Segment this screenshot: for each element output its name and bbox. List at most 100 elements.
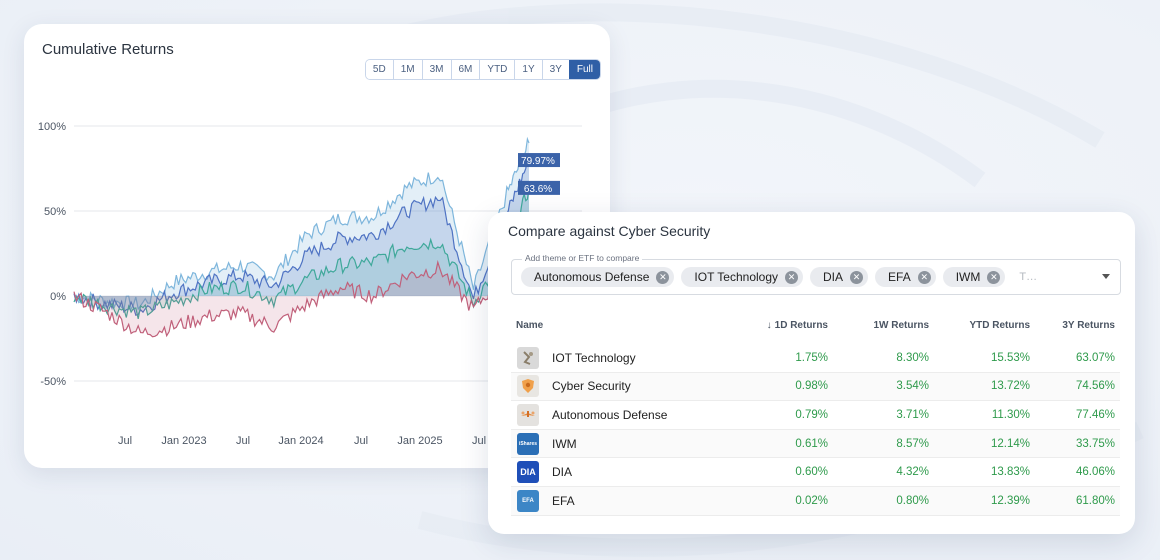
chip-efa[interactable]: EFA ✕ <box>875 267 936 287</box>
series-area-3 <box>74 187 529 319</box>
row-name: EFA <box>552 493 575 508</box>
header-1d-returns[interactable]: ↓ 1D Returns <box>730 320 831 331</box>
x-tick-label: Jul <box>118 435 132 447</box>
table-row[interactable]: EFA EFA 0.02% 0.80% 12.39% 61.80% <box>511 486 1120 516</box>
chip-label: Autonomous Defense <box>534 270 650 284</box>
row-w1-return: 8.30% <box>896 351 929 364</box>
chip-label: IOT Technology <box>694 270 779 284</box>
range-button-ytd[interactable]: YTD <box>479 60 515 79</box>
x-tick-label: Jan 2024 <box>278 435 323 447</box>
row-name: IOT Technology <box>552 350 636 365</box>
picker-legend: Add theme or ETF to compare <box>522 253 643 263</box>
row-ytd-return: 11.30% <box>991 408 1030 421</box>
row-ytd-return: 13.72% <box>990 380 1030 393</box>
table-row[interactable]: Autonomous Defense 0.79% 3.71% 11.30% 77.46% <box>511 401 1120 430</box>
chip-remove-icon[interactable]: ✕ <box>987 270 1001 284</box>
end-value-label: 63.6% <box>524 184 552 195</box>
row-name: Autonomous Defense <box>552 407 668 422</box>
range-button-1m[interactable]: 1M <box>392 60 422 79</box>
chip-remove-icon[interactable]: ✕ <box>656 270 670 284</box>
end-value-label: 79.97% <box>521 156 555 167</box>
row-d1-return: 0.79% <box>795 408 828 421</box>
compare-card: Compare against Cyber Security Add theme… <box>488 212 1135 534</box>
series-area-1 <box>74 139 529 310</box>
chip-iwm[interactable]: IWM ✕ <box>942 267 1006 287</box>
logo-text: EFA <box>522 497 534 504</box>
row-name-cell: Cyber Security <box>511 375 730 398</box>
y-tick-label: -50% <box>40 376 66 388</box>
logo-text: iShares <box>518 440 538 447</box>
row-y3-return: 46.06% <box>1075 466 1115 479</box>
row-d1-return: 0.61% <box>795 437 828 450</box>
logo-text: DIA <box>520 467 536 478</box>
range-button-3m[interactable]: 3M <box>421 60 451 79</box>
chart-title: Cumulative Returns <box>42 41 174 58</box>
series-line-3 <box>73 187 530 320</box>
row-name-cell: EFA EFA <box>511 489 730 512</box>
row-name: IWM <box>552 436 577 451</box>
row-name: DIA <box>552 465 573 480</box>
chip-remove-icon[interactable]: ✕ <box>785 270 799 284</box>
range-button-1y[interactable]: 1Y <box>514 60 542 79</box>
row-w1-return: 3.54% <box>896 380 929 393</box>
header-3y-returns[interactable]: 3Y Returns <box>1062 319 1115 331</box>
chip-remove-icon[interactable]: ✕ <box>850 270 864 284</box>
range-button-5d[interactable]: 5D <box>365 60 393 79</box>
compare-title: Compare against Cyber Security <box>508 223 711 239</box>
end-value-label-bg <box>518 153 560 168</box>
row-y3-return: 77.46% <box>1075 408 1115 421</box>
table-row[interactable]: DIA DIA 0.60% 4.32% 13.83% 46.06% <box>511 458 1120 487</box>
iot-technology-icon <box>517 346 539 369</box>
chip-iot-technology[interactable]: IOT Technology ✕ <box>681 267 804 287</box>
range-button-6m[interactable]: 6M <box>450 60 480 79</box>
row-ytd-return: 15.53% <box>990 351 1030 364</box>
row-w1-return: 4.32% <box>896 466 929 479</box>
table-row[interactable]: Cyber Security 0.98% 3.54% 13.72% 74.56% <box>511 372 1120 402</box>
sort-desc-icon: ↓ <box>766 319 772 331</box>
autonomous-defense-icon <box>517 403 539 426</box>
x-tick-label: Jan 2025 <box>397 435 442 447</box>
row-name-cell: DIA DIA <box>511 461 730 484</box>
selected-chips: Autonomous Defense ✕ IOT Technology ✕ DIA ✕ EF… <box>521 267 1037 287</box>
row-name-cell: Autonomous Defense <box>511 403 730 426</box>
ishares-iwm-icon: iShares <box>517 432 539 455</box>
chip-label: DIA <box>823 270 844 284</box>
row-y3-return: 63.07% <box>1075 351 1115 364</box>
table-header: Name ↓ 1D Returns 1W Returns YTD Returns … <box>511 315 1120 335</box>
comparison-table: Name ↓ 1D Returns 1W Returns YTD Returns … <box>511 315 1120 516</box>
series-line-1 <box>73 136 530 312</box>
cumulative-returns-chart: 100% 50% 0% -50% Jul Jan 2023 Jul Jan 2024 Jul Ja… <box>38 121 582 447</box>
row-y3-return: 61.80% <box>1075 494 1115 507</box>
y-tick-label: 0% <box>50 291 66 303</box>
header-1d-label: 1D Returns <box>774 319 828 331</box>
table-row[interactable]: iShares IWM 0.61% 8.57% 12.14% 33.75% <box>511 429 1120 459</box>
range-button-3y[interactable]: 3Y <box>541 60 569 79</box>
row-d1-return: 0.98% <box>795 380 828 393</box>
row-name-cell: IOT Technology <box>511 346 730 369</box>
chip-autonomous-defense[interactable]: Autonomous Defense ✕ <box>521 267 675 287</box>
x-tick-label: Jul <box>472 435 486 447</box>
range-button-full[interactable]: Full <box>568 60 600 79</box>
row-ytd-return: 12.14% <box>990 437 1030 450</box>
header-ytd-returns[interactable]: YTD Returns <box>969 319 1030 331</box>
efa-icon: EFA <box>517 489 539 512</box>
row-name-cell: iShares IWM <box>511 432 730 455</box>
row-name: Cyber Security <box>552 379 631 394</box>
row-y3-return: 33.75% <box>1075 437 1115 450</box>
row-w1-return: 0.80% <box>896 494 929 507</box>
chip-label: IWM <box>955 270 981 284</box>
row-ytd-return: 12.39% <box>990 494 1030 507</box>
chip-remove-icon[interactable]: ✕ <box>917 270 931 284</box>
row-d1-return: 1.75% <box>795 351 828 364</box>
header-1w-returns[interactable]: 1W Returns <box>873 319 929 331</box>
compare-picker[interactable]: Add theme or ETF to compare Autonomous D… <box>511 253 1121 295</box>
picker-input-placeholder[interactable]: T… <box>1019 271 1038 283</box>
end-value-label-bg <box>518 180 560 195</box>
cyber-security-icon <box>517 375 539 398</box>
table-row[interactable]: IOT Technology 1.75% 8.30% 15.53% 63.07% <box>511 344 1120 373</box>
chip-dia[interactable]: DIA ✕ <box>810 267 869 287</box>
row-ytd-return: 13.83% <box>990 466 1030 479</box>
header-name[interactable]: Name <box>516 319 544 331</box>
x-tick-label: Jan 2023 <box>161 435 206 447</box>
dropdown-caret-icon[interactable] <box>1102 274 1110 279</box>
